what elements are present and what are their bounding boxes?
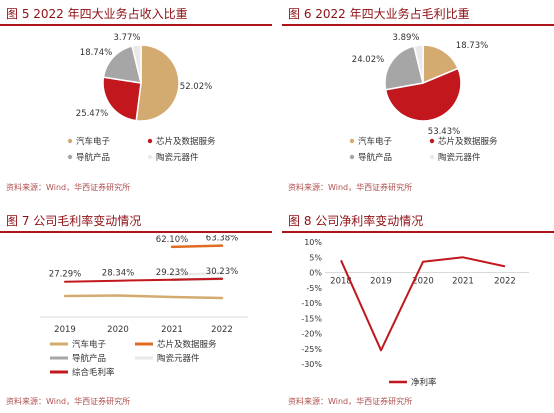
fig8-title: 图 8 公司净利率变动情况 xyxy=(288,214,424,228)
fig6-slice-1 xyxy=(384,67,462,122)
fig5-slice-0 xyxy=(135,44,180,122)
fig8-x-tick-2: 2020 xyxy=(412,277,434,287)
fig8-source: 资料来源：Wind，华西证券研究所 xyxy=(288,397,413,406)
fig7-data-label-1: 28.34% xyxy=(102,269,134,279)
fig6-slice-label-3: 3.89% xyxy=(392,33,419,43)
fig5-source: 资料来源：Wind，华西证券研究所 xyxy=(6,183,131,192)
fig8-y-tick-4: -10% xyxy=(301,299,322,308)
fig7-x-tick-3: 2022 xyxy=(211,325,233,335)
fig8-y-tick-6: -20% xyxy=(301,330,322,339)
fig7-x-tick-0: 2019 xyxy=(54,325,76,335)
fig7-series-1 xyxy=(170,244,224,249)
fig7-legend-label-0: 汽车电子 xyxy=(72,339,107,350)
fig8-chart: 10% 5% 0% -5% -10% -15% -20% -25% -30% 2018 2019 20… xyxy=(301,238,529,388)
fig5-title: 图 5 2022 年四大业务占收入比重 xyxy=(6,7,188,21)
fig6-title-bar: 图 6 2022 年四大业务占毛利比重 xyxy=(282,0,554,26)
fig6-legend-label-2: 导航产品 xyxy=(358,152,392,163)
fig8-x-tick-3: 2021 xyxy=(452,277,474,287)
fig5-legend-marker-0 xyxy=(67,138,73,144)
fig7-chart: 27.29% 28.34% 29.23% 30.23% 62.10% 63.38% 2019… xyxy=(40,235,248,378)
fig7-series-0 xyxy=(63,294,224,300)
fig7-data-label-0: 27.29% xyxy=(49,270,81,280)
fig7-legend-label-3: 陶瓷元器件 xyxy=(157,353,200,364)
fig6-slice-label-0: 18.73% xyxy=(456,41,488,51)
fig6-legend-label-0: 汽车电子 xyxy=(358,136,393,147)
fig6-slice-3 xyxy=(413,44,424,84)
fig7-title-bar: 图 7 公司毛利率变动情况 xyxy=(0,207,272,233)
fig5-slice-2 xyxy=(102,45,142,84)
fig6-legend-marker-1 xyxy=(429,138,435,144)
fig5-slice-label-3: 3.77% xyxy=(113,33,140,43)
fig7-data-label-4: 62.10% xyxy=(156,235,188,245)
fig5-legend-marker-1 xyxy=(147,138,153,144)
fig8-legend-label-0: 净利率 xyxy=(411,377,437,388)
fig7-x-tick-2: 2021 xyxy=(161,325,183,335)
fig7-data-label-2: 29.23% xyxy=(156,268,188,278)
fig5-panel: 图 5 2022 年四大业务占收入比重 52.02% 25.47% 18.74% 3.… xyxy=(0,0,272,196)
fig7-legend-label-4: 综合毛利率 xyxy=(72,367,115,378)
fig8-y-tick-0: 10% xyxy=(304,238,322,247)
fig8-y-tick-2: 0% xyxy=(309,269,322,278)
fig8-y-tick-7: -25% xyxy=(301,345,322,354)
fig5-slice-3 xyxy=(131,44,142,84)
fig6-legend-label-3: 陶瓷元器件 xyxy=(438,152,481,163)
fig6-panel: 图 6 2022 年四大业务占毛利比重 18.73% 53.43% 24.02% 3.… xyxy=(282,0,554,196)
fig7-data-label-5: 63.38% xyxy=(206,235,238,244)
fig8-title-bar: 图 8 公司净利率变动情况 xyxy=(282,207,554,233)
fig8-y-tick-3: -5% xyxy=(306,284,322,293)
fig7-series-3 xyxy=(170,271,224,277)
fig6-title: 图 6 2022 年四大业务占毛利比重 xyxy=(288,7,470,21)
fig7-data-label-3: 30.23% xyxy=(206,267,238,277)
fig8-series-0 xyxy=(340,256,506,352)
fig5-legend-marker-3 xyxy=(147,154,153,160)
fig7-panel: 图 7 公司毛利率变动情况 27.29% 28.34% 29.23% 30.23% 62… xyxy=(0,207,272,413)
fig5-legend-label-2: 导航产品 xyxy=(76,152,110,163)
fig6-legend-label-1: 芯片及数据服务 xyxy=(438,136,498,147)
fig7-x-tick-1: 2020 xyxy=(107,325,129,335)
fig6-slice-label-2: 24.02% xyxy=(352,55,384,65)
fig6-source: 资料来源：Wind，华西证券研究所 xyxy=(288,183,413,192)
fig7-source: 资料来源：Wind，华西证券研究所 xyxy=(6,397,131,406)
fig6-slice-2 xyxy=(384,45,424,91)
fig8-y-tick-5: -15% xyxy=(301,314,322,323)
fig8-x-tick-1: 2019 xyxy=(370,277,392,287)
fig5-legend-marker-2 xyxy=(67,154,73,160)
fig5-legend-label-3: 陶瓷元器件 xyxy=(156,152,199,163)
fig5-slice-label-0: 52.02% xyxy=(180,82,212,92)
fig6-legend-marker-2 xyxy=(349,154,355,160)
fig5-legend-label-0: 汽车电子 xyxy=(76,136,111,147)
fig5-slice-label-1: 25.47% xyxy=(76,109,108,119)
fig5-legend-label-1: 芯片及数据服务 xyxy=(156,136,216,147)
fig6-legend-marker-0 xyxy=(349,138,355,144)
fig7-legend-label-2: 导航产品 xyxy=(72,353,106,364)
fig7-legend-label-1: 芯片及数据服务 xyxy=(157,339,217,350)
fig8-x-tick-4: 2022 xyxy=(494,277,516,287)
fig5-title-bar: 图 5 2022 年四大业务占收入比重 xyxy=(0,0,272,26)
fig8-panel: 图 8 公司净利率变动情况 10% 5% 0% -5% -10% -15% -20% -25%… xyxy=(282,207,554,413)
fig8-x-tick-0: 2018 xyxy=(330,277,352,287)
fig5-slice-label-2: 18.74% xyxy=(80,48,112,58)
fig8-y-tick-8: -30% xyxy=(301,360,322,369)
fig7-series-4 xyxy=(64,277,223,283)
fig6-legend-marker-3 xyxy=(429,154,435,160)
fig6-slice-label-1: 53.43% xyxy=(428,127,460,137)
fig7-title: 图 7 公司毛利率变动情况 xyxy=(6,214,142,228)
fig8-y-tick-1: 5% xyxy=(309,253,322,262)
fig5-slice-1 xyxy=(102,76,142,122)
